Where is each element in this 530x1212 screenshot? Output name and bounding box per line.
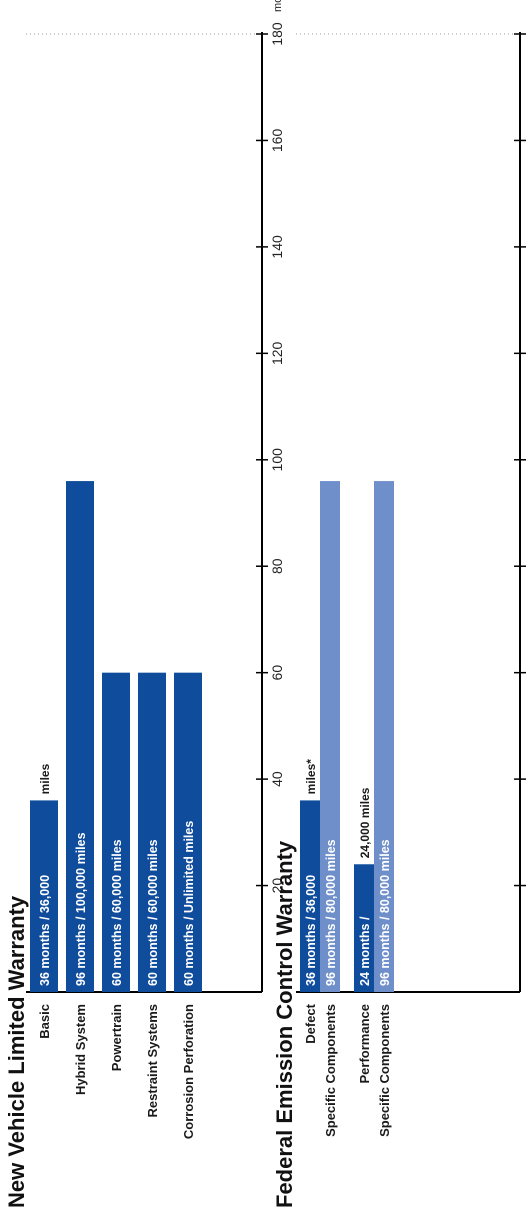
category-label: Hybrid System [73,1004,88,1095]
tick-label: 20 [527,878,530,894]
bar-label: 36 months / 36,000 [304,875,318,986]
category-label: Specific Components [323,1004,338,1137]
category-label: Restraint Systems [145,1004,160,1117]
tick-label: 160 [269,129,285,153]
bar [66,481,94,992]
tick-label: 160 [527,129,530,153]
tick-label: 140 [269,235,285,259]
category-label: Basic [37,1004,52,1039]
bar-label-after: miles [38,763,52,794]
bar [320,481,340,992]
tick-label: 120 [527,341,530,365]
bar [354,864,374,992]
category-label: Specific Components [377,1004,392,1137]
tick-label: 20 [269,878,285,894]
unit-label: months [272,0,284,12]
category-label: Powertrain [109,1004,124,1071]
tick-label: 80 [527,558,530,574]
chart-2: Federal Emission Control Warranty 2040608… [272,22,530,1208]
bar [300,800,320,992]
bar-label-after: miles* [304,759,318,795]
chart-1: New Vehicle Limited Warranty 20 40 60 80 100 1… [4,0,285,1208]
bar-label: 36 months / 36,000 [38,875,52,986]
tick-label: 40 [527,771,530,787]
bar-label: 24 months / [358,916,372,986]
category-label: Corrosion Perforation [181,1004,196,1139]
tick-label: 100 [527,448,530,472]
chart-title: Federal Emission Control Warranty [272,840,297,1208]
tick-label: 60 [269,665,285,681]
tick-label: 140 [527,235,530,259]
tick-label: 80 [269,558,285,574]
tick-label: 100 [269,448,285,472]
category-label: Performance [357,1004,372,1083]
tick-label: 60 [527,665,530,681]
bar [174,672,202,992]
tick-label: 120 [269,341,285,365]
bar-label: 96 months / 80,000 miles [324,839,338,986]
bar-label: 60 months / 60,000 miles [146,839,160,986]
tick-label: 40 [269,771,285,787]
bar-label: 60 months / Unlimited miles [182,821,196,986]
bar-label: 96 months / 80,000 miles [378,839,392,986]
bar-label: 96 months / 100,000 miles [74,832,88,986]
bar [374,481,394,992]
bar-label: 60 months / 60,000 miles [110,839,124,986]
bar-label-after: 24,000 miles [358,787,372,858]
tick-label: 180 [269,22,285,46]
category-label: Defect [303,1003,318,1043]
tick-label: 180 [527,22,530,46]
chart-title: New Vehicle Limited Warranty [4,895,29,1208]
bar [138,672,166,992]
bar [30,800,58,992]
bar [102,672,130,992]
